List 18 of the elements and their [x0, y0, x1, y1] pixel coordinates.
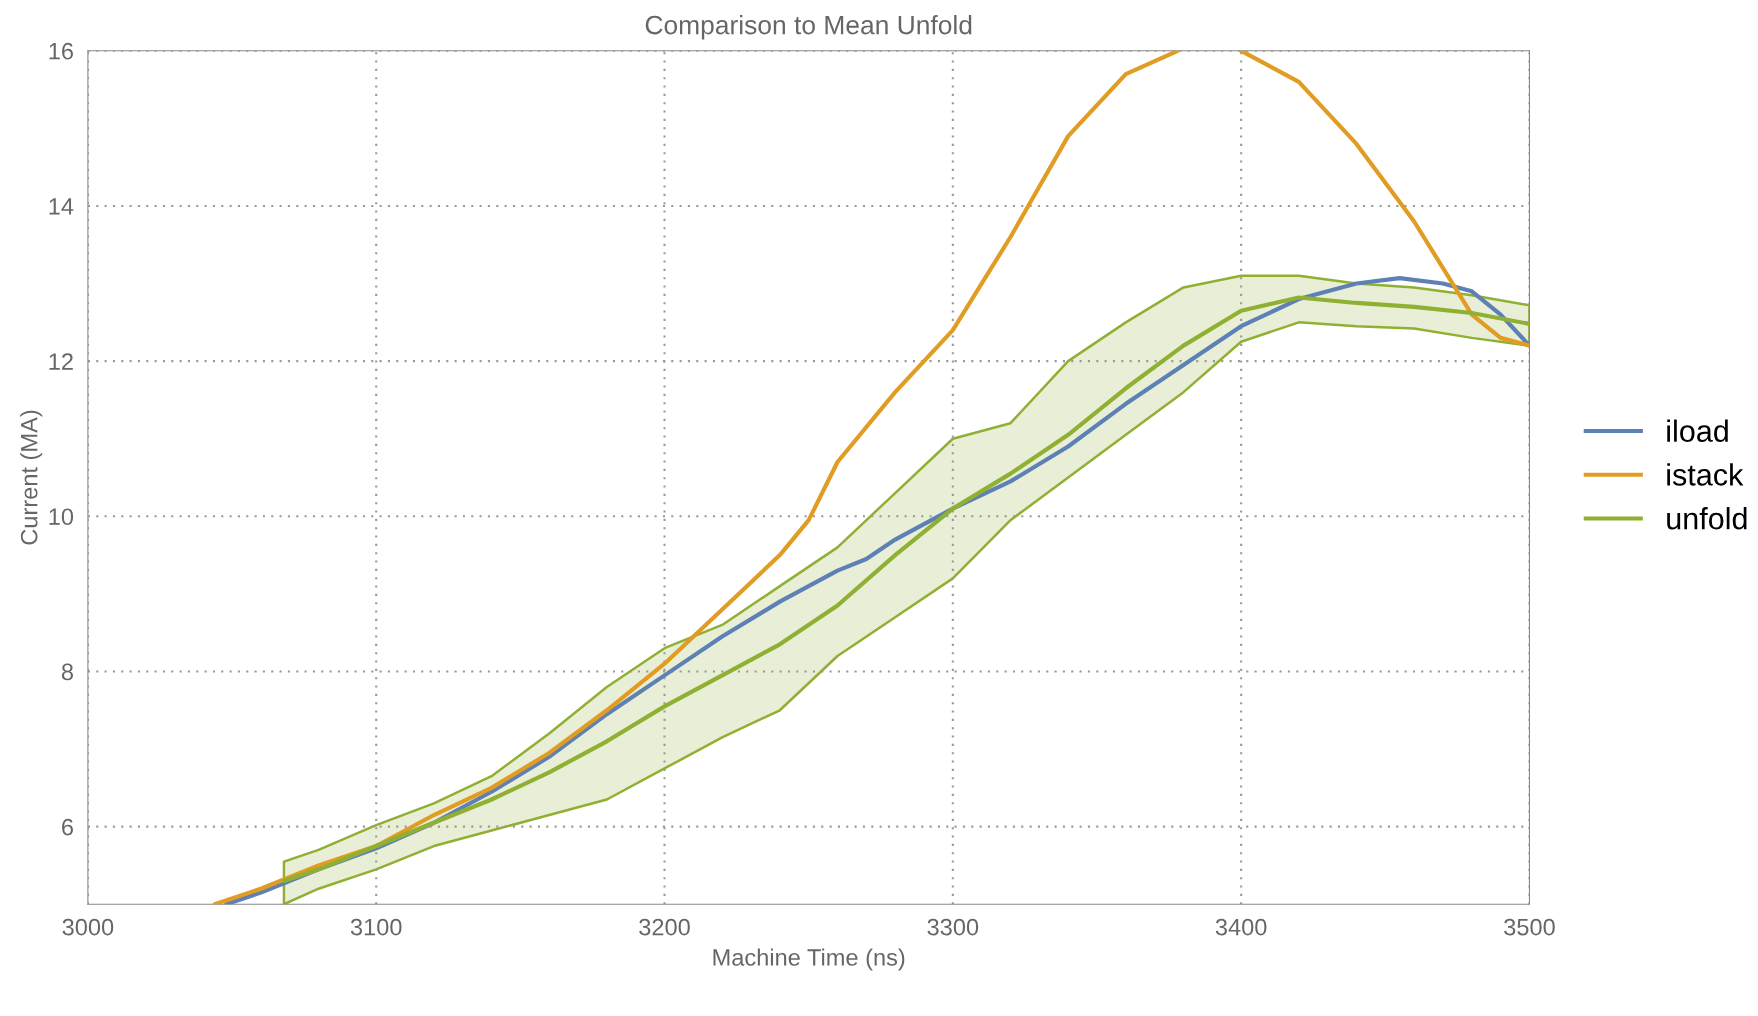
x-tick-label: 3100	[350, 918, 402, 936]
y-axis-title: Current (MA)	[20, 410, 43, 545]
x-tick-label: 3200	[639, 918, 690, 936]
legend-label: unfold	[1667, 507, 1747, 530]
y-tick-label: 16	[49, 42, 73, 60]
x-tick-label: 3300	[927, 918, 979, 936]
chart-title: Comparison to Mean Unfold	[645, 15, 972, 40]
y-tick-label: 6	[62, 818, 73, 836]
y-tick-label: 14	[49, 198, 74, 215]
x-tick-label: 3400	[1215, 918, 1267, 936]
x-tick-label: 3000	[62, 918, 114, 936]
legend-label: iload	[1667, 419, 1728, 442]
y-tick-label: 12	[49, 353, 73, 370]
x-axis-title: Machine Time (ns)	[713, 948, 905, 971]
y-tick-label: 10	[49, 508, 74, 526]
y-tick-label: 8	[61, 663, 73, 681]
x-tick-label: 3500	[1504, 918, 1555, 936]
legend-label: istack	[1667, 463, 1744, 486]
